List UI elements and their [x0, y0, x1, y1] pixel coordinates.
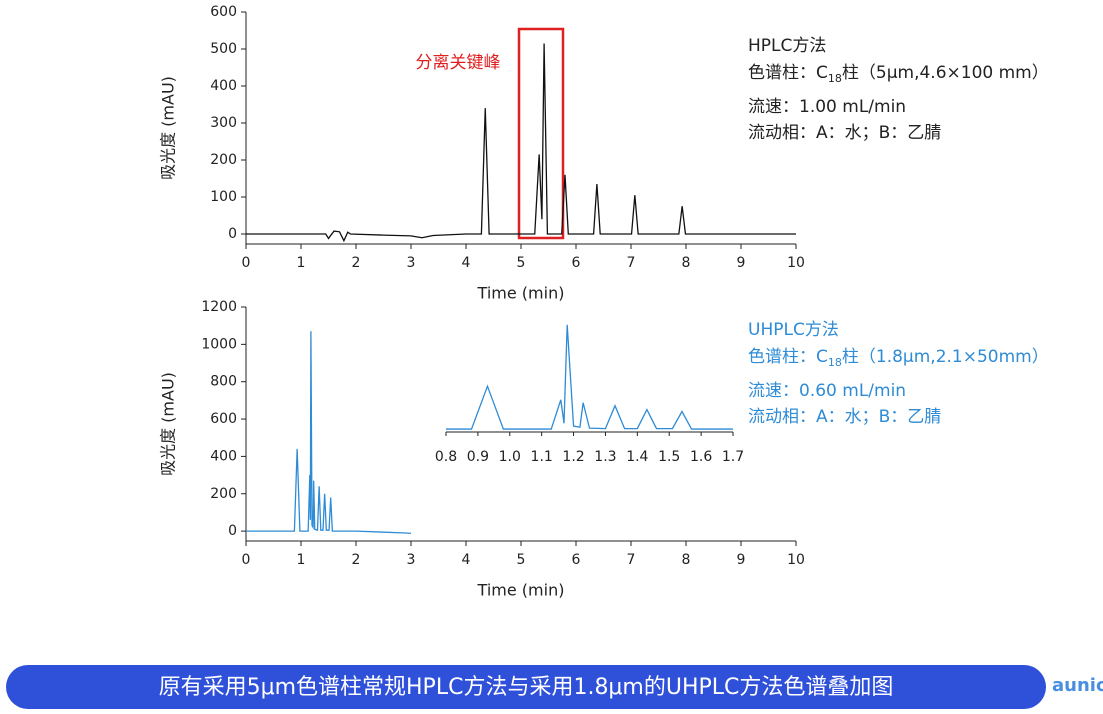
method-column-text: 柱（5μm,4.6×100 mm）	[842, 63, 1049, 83]
inset-x-tick-label: 1.6	[690, 449, 712, 465]
inset-x-tick-label: 1.2	[562, 449, 584, 465]
x-tick-label: 2	[352, 552, 361, 568]
y-tick-label: 1200	[201, 299, 237, 315]
x-tick-label: 1	[297, 255, 306, 271]
y-tick-label: 300	[210, 115, 237, 131]
method-phase: 流动相：A：水；B：乙腈	[748, 123, 941, 143]
y-tick-label: 100	[210, 189, 237, 205]
y-tick-label: 0	[228, 523, 237, 539]
inset-x-tick-label: 0.8	[435, 449, 457, 465]
chromatogram-line	[246, 331, 412, 534]
x-tick-label: 9	[737, 255, 746, 271]
method-phase: 流动相：A：水；B：乙腈	[748, 407, 941, 427]
x-tick-label: 6	[572, 552, 581, 568]
inset: 0.8 0.9 1.0 1.1 1.2 1.3 1.4 1.5 1.6 1.7	[435, 324, 744, 465]
logo: aunion	[1052, 675, 1103, 696]
y-tick-label: 600	[210, 4, 237, 20]
method-column-text: 色谱柱：C	[748, 347, 828, 367]
y-tick-label: 500	[210, 41, 237, 57]
y-tick-label: 800	[210, 374, 237, 390]
x-axis-label: Time (min)	[477, 581, 565, 600]
method-flow: 流速：1.00 mL/min	[748, 97, 906, 117]
x-tick-label: 3	[407, 552, 416, 568]
y-axis-label: 吸光度 (mAU)	[159, 76, 178, 180]
x-tick-label: 2	[352, 255, 361, 271]
x-tick-label: 9	[737, 552, 746, 568]
x-tick-label: 8	[682, 552, 691, 568]
x-tick-label: 6	[572, 255, 581, 271]
caption-banner	[6, 665, 1046, 709]
x-tick-label: 3	[407, 255, 416, 271]
highlight-box	[517, 27, 565, 240]
chromatogram-line	[246, 43, 796, 243]
x-tick-label: 8	[682, 255, 691, 271]
inset-x-tick-label: 1.3	[594, 449, 616, 465]
x-tick-label: 4	[462, 255, 471, 271]
y-tick-label: 400	[210, 78, 237, 94]
x-tick-label: 5	[517, 255, 526, 271]
y-axis-label: 吸光度 (mAU)	[159, 372, 178, 476]
method-column-text: 柱（1.8μm,2.1×50mm）	[842, 347, 1049, 367]
inset-x-tick-label: 1.7	[722, 449, 744, 465]
y-tick-label: 1000	[201, 336, 237, 352]
annotation: 分离关键峰	[416, 53, 501, 73]
subscript: 18	[828, 356, 842, 369]
inset-x-tick-label: 1.1	[531, 449, 553, 465]
x-tick-label: 1	[297, 552, 306, 568]
x-tick-label: 5	[517, 552, 526, 568]
inset-x-tick-label: 1.5	[658, 449, 680, 465]
inset-x-tick-label: 1.4	[626, 449, 648, 465]
y-tick-label: 400	[210, 448, 237, 464]
subscript: 18	[828, 72, 842, 85]
y-tick-label: 200	[210, 486, 237, 502]
y-tick-label: 0	[228, 226, 237, 242]
inset-x-tick-label: 0.9	[467, 449, 489, 465]
inset-chromatogram-line	[446, 324, 733, 430]
caption: 原有采用5μm色谱柱常规HPLC方法与采用1.8μm的UHPLC方法色谱叠加图	[159, 675, 894, 700]
method-column: 色谱柱：C18柱（1.8μm,2.1×50mm）	[748, 347, 1049, 369]
y-tick-label: 200	[210, 152, 237, 168]
method-column-text: 色谱柱：C	[748, 63, 828, 83]
x-tick-label: 4	[462, 552, 471, 568]
x-axis-label: Time (min)	[477, 284, 565, 303]
x-tick-label: 7	[627, 552, 636, 568]
method-column: 色谱柱：C18柱（5μm,4.6×100 mm）	[748, 63, 1049, 85]
method-title: HPLC方法	[748, 36, 826, 56]
x-tick-label: 10	[787, 552, 805, 568]
method-title: UHPLC方法	[748, 320, 839, 340]
x-tick-label: 7	[627, 255, 636, 271]
x-tick-label: 10	[787, 255, 805, 271]
method-flow: 流速：0.60 mL/min	[748, 381, 906, 401]
y-tick-label: 600	[210, 411, 237, 427]
inset-x-tick-label: 1.0	[499, 449, 521, 465]
x-tick-label: 0	[242, 552, 251, 568]
x-tick-label: 0	[242, 255, 251, 271]
